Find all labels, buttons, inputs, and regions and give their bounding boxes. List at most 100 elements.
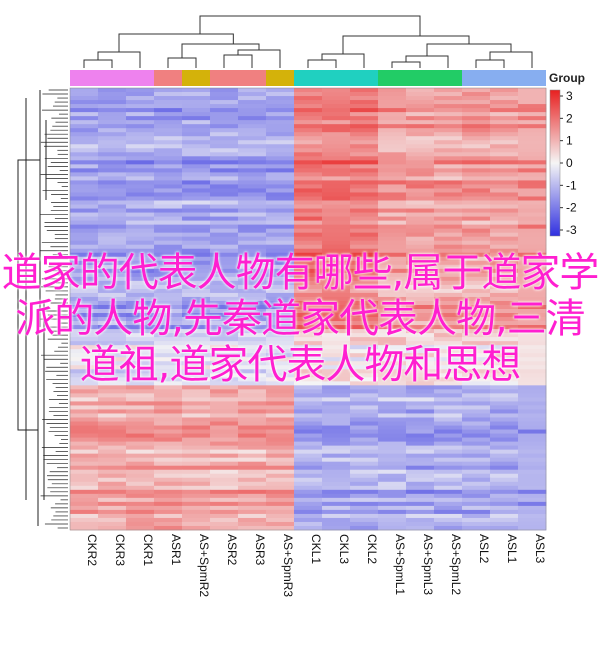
heatmap-cell: [98, 256, 127, 262]
heatmap-cell: [518, 325, 547, 330]
heatmap-cell: [70, 473, 99, 479]
heatmap-cell: [98, 196, 127, 201]
heatmap-cell: [406, 248, 435, 254]
heatmap-cell: [322, 208, 351, 213]
heatmap-cell: [210, 264, 239, 270]
heatmap-cell: [462, 288, 491, 294]
heatmap-cell: [182, 116, 211, 121]
heatmap-cell: [462, 477, 491, 483]
heatmap-cell: [518, 437, 547, 442]
heatmap-cell: [378, 228, 407, 234]
heatmap-cell: [210, 260, 239, 266]
heatmap-cell: [378, 377, 407, 382]
heatmap-cell: [154, 108, 183, 113]
heatmap-cell: [182, 104, 211, 109]
heatmap-cell: [98, 481, 127, 487]
heatmap-cell: [350, 441, 379, 447]
heatmap-cell: [462, 449, 491, 455]
heatmap-cell: [154, 160, 183, 165]
heatmap-cell: [490, 160, 519, 165]
heatmap-cell: [322, 489, 351, 495]
heatmap-cell: [490, 260, 519, 266]
heatmap-cell: [98, 473, 127, 479]
heatmap-cell: [238, 493, 267, 499]
heatmap-cell: [518, 264, 547, 270]
column-label: AS+SpmR2: [197, 534, 211, 597]
heatmap-cell: [518, 168, 547, 173]
heatmap-cell: [238, 220, 267, 226]
heatmap-cell: [98, 120, 127, 125]
heatmap-cell: [378, 433, 407, 438]
group-color-block: [210, 70, 266, 86]
heatmap-cell: [182, 100, 211, 105]
heatmap-cell: [406, 216, 435, 221]
heatmap-cell: [266, 260, 295, 266]
heatmap-cell: [70, 280, 99, 286]
heatmap-cell: [98, 465, 127, 471]
heatmap-cell: [322, 481, 351, 487]
heatmap-cell: [378, 268, 407, 274]
heatmap-cell: [518, 300, 547, 306]
heatmap-cell: [266, 124, 295, 129]
heatmap-cell: [322, 88, 351, 93]
heatmap-cell: [210, 489, 239, 495]
heatmap-cell: [266, 244, 295, 250]
heatmap-cell: [238, 369, 267, 374]
heatmap-cell: [294, 168, 323, 173]
heatmap-cell: [434, 268, 463, 274]
heatmap-cell: [294, 441, 323, 447]
heatmap-cell: [98, 429, 127, 434]
heatmap-cell: [462, 260, 491, 266]
heatmap-cell: [406, 409, 435, 414]
heatmap-cell: [210, 377, 239, 382]
heatmap-cell: [182, 244, 211, 250]
heatmap-cell: [378, 136, 407, 141]
heatmap-cell: [182, 325, 211, 330]
heatmap-cell: [126, 188, 155, 193]
heatmap-cell: [210, 521, 239, 527]
heatmap-cell: [70, 208, 99, 213]
heatmap-cell: [182, 425, 211, 430]
heatmap-cell: [350, 104, 379, 109]
heatmap-cell: [294, 353, 323, 358]
heatmap-cell: [126, 449, 155, 455]
heatmap-cell: [154, 489, 183, 495]
colorbar-tick-label: 1: [566, 134, 573, 148]
heatmap-cell: [70, 188, 99, 193]
heatmap-cell: [462, 481, 491, 487]
heatmap-cell: [238, 473, 267, 479]
heatmap-cell: [266, 100, 295, 105]
heatmap-cell: [378, 160, 407, 165]
heatmap-cell: [294, 116, 323, 121]
heatmap-cell: [518, 152, 547, 157]
heatmap-cell: [462, 365, 491, 370]
heatmap-cell: [294, 128, 323, 133]
heatmap-cell: [518, 176, 547, 181]
heatmap-cell: [490, 353, 519, 358]
heatmap-cell: [70, 469, 99, 475]
heatmap-cell: [406, 405, 435, 410]
heatmap-cell: [294, 445, 323, 451]
heatmap-cell: [434, 521, 463, 527]
heatmap-cell: [462, 493, 491, 499]
heatmap-cell: [490, 521, 519, 527]
heatmap-cell: [490, 140, 519, 145]
heatmap-cell: [210, 288, 239, 294]
heatmap-cell: [238, 304, 267, 310]
heatmap-cell: [462, 164, 491, 169]
heatmap-cell: [406, 385, 435, 390]
heatmap-cell: [490, 337, 519, 342]
heatmap-cell: [462, 333, 491, 338]
heatmap-cell: [210, 196, 239, 201]
heatmap-cell: [378, 401, 407, 406]
heatmap-cell: [378, 152, 407, 157]
heatmap-cell: [266, 96, 295, 101]
heatmap-cell: [154, 276, 183, 282]
heatmap-cell: [406, 120, 435, 125]
heatmap-cell: [294, 401, 323, 406]
heatmap-cell: [434, 377, 463, 382]
heatmap-cell: [378, 329, 407, 334]
heatmap-cell: [182, 128, 211, 133]
heatmap-cell: [210, 296, 239, 302]
heatmap-cell: [98, 501, 127, 507]
